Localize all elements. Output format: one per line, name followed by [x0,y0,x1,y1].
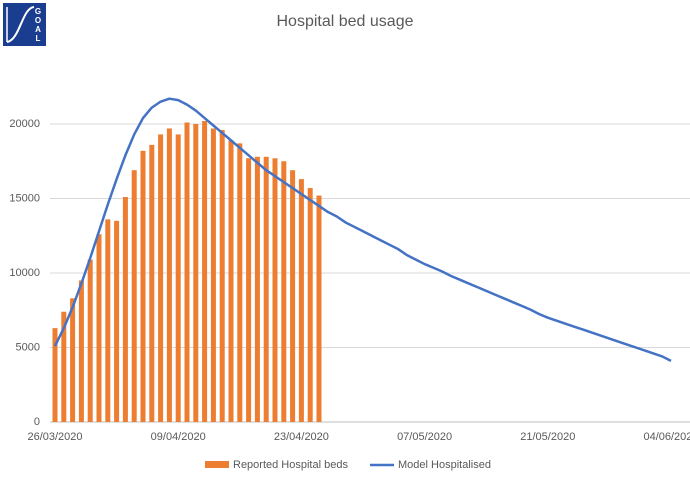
x-tick-label: 04/06/2020 [643,431,690,443]
bar [246,158,252,422]
x-tick-label: 26/03/2020 [27,431,82,443]
x-tick-label: 07/05/2020 [397,431,452,443]
x-tick-label: 09/04/2020 [151,431,206,443]
bar [78,280,84,422]
chart-title: Hospital bed usage [277,13,414,30]
y-tick-label: 10000 [9,267,40,279]
bar [175,134,181,422]
bar [228,140,234,422]
bar [70,298,76,422]
bar [316,195,322,422]
logo-box [3,3,46,46]
legend-label: Reported Hospital beds [233,459,348,471]
logo-letter: O [35,16,41,25]
bar [87,259,93,422]
bar [202,121,208,423]
logo-letter: L [36,34,41,43]
bar [281,161,287,422]
bar [114,220,120,422]
logo [3,3,46,46]
y-tick-label: 5000 [16,341,40,353]
bar [272,158,278,422]
y-tick-label: 15000 [9,192,40,204]
line [53,97,672,363]
bar [263,156,269,422]
bar [158,134,164,422]
bar [193,124,199,422]
logo-letter: A [35,25,41,34]
bar [307,188,313,422]
logo-curve [6,6,35,43]
bar [254,156,260,422]
x-tick-label: 21/05/2020 [520,431,575,443]
bar [219,129,225,422]
bar [184,122,190,422]
bar [61,311,67,422]
bar [149,144,155,423]
legend-label: Model Hospitalised [398,459,491,471]
bar [140,150,146,422]
bar [122,197,128,422]
bar [131,170,137,422]
y-tick-label: 0 [34,416,40,428]
legend-swatch [205,461,229,468]
bar [210,128,216,422]
bar [298,179,304,422]
bar [96,234,102,422]
bar [52,328,58,422]
bar [237,143,243,422]
bar [166,128,172,422]
bar [290,170,296,422]
x-tick-label: 23/04/2020 [274,431,329,443]
y-tick-label: 20000 [9,118,40,130]
logo-letter: G [35,7,41,16]
bar [105,219,111,422]
